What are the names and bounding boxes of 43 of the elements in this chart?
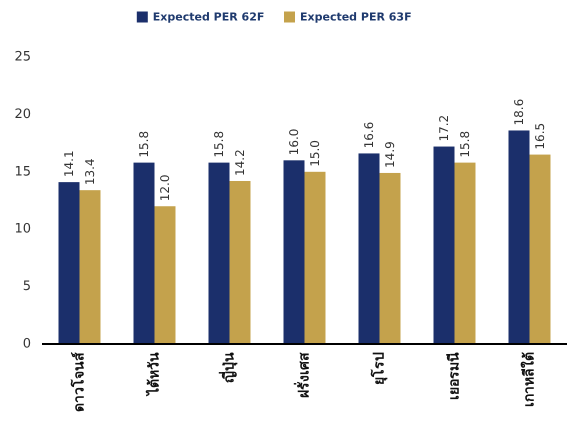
x-tick-label: ญี่ปุ่น [218, 352, 238, 383]
bar [454, 162, 476, 344]
legend-label: Expected PER 63F [300, 10, 412, 24]
x-tick-label: ดาวโจนส์ [70, 352, 88, 412]
bar [58, 182, 80, 344]
y-tick-label: 25 [14, 50, 31, 64]
x-tick-label: ยุโรป [370, 352, 388, 385]
data-label: 16.0 [287, 128, 301, 156]
bar [380, 172, 400, 344]
bar [358, 153, 380, 344]
data-label: 17.2 [437, 114, 451, 142]
bar [80, 190, 100, 344]
bar [134, 162, 154, 344]
data-label: 13.4 [83, 158, 97, 186]
x-tick-label: ฝรั่งเศส [294, 352, 312, 398]
data-label: 16.6 [362, 122, 376, 148]
y-tick-label: 0 [22, 336, 31, 352]
bar [434, 146, 454, 344]
data-label: 16.5 [533, 122, 547, 150]
y-tick-label: 15 [14, 164, 31, 180]
y-tick-label: 5 [22, 279, 31, 294]
bar [530, 154, 550, 344]
data-label: 15.8 [212, 130, 226, 158]
bar [208, 162, 230, 344]
legend-label: Expected PER 62F [152, 10, 264, 24]
y-tick-label: 20 [14, 106, 31, 122]
data-label: 15.8 [458, 130, 472, 158]
data-label: 15.0 [308, 140, 322, 167]
bar [284, 160, 304, 344]
data-label: 14.9 [383, 141, 397, 168]
data-label: 15.8 [137, 130, 151, 158]
bar [508, 130, 530, 344]
x-tick-label: เยอรมนี [446, 352, 462, 400]
x-tick-label: เกาหลีใต้ [520, 352, 538, 407]
data-label: 14.2 [233, 149, 247, 176]
y-tick-label: 10 [14, 222, 31, 237]
bar [230, 180, 250, 344]
bar [304, 172, 326, 344]
data-label: 12.0 [158, 174, 172, 202]
bar [154, 206, 176, 344]
data-label: 18.6 [512, 98, 526, 126]
data-label: 14.1 [62, 150, 76, 178]
x-tick-label: ไต้หวัน [144, 352, 162, 397]
